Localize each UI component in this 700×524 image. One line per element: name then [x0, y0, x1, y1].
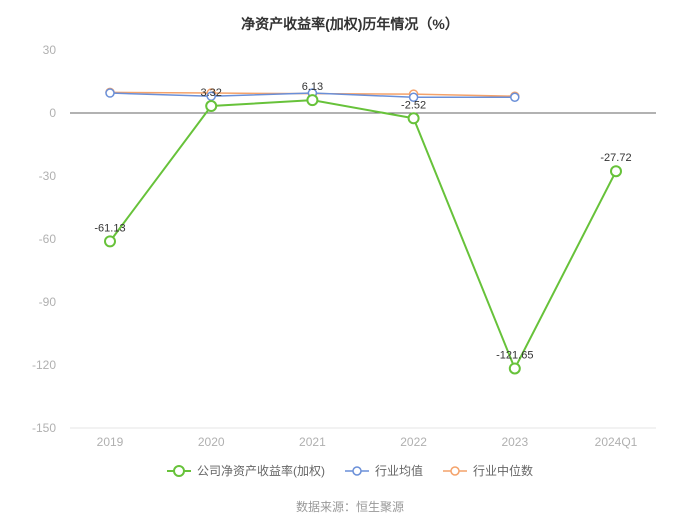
y-tick-label: -30: [39, 169, 57, 183]
value-label: 3.32: [200, 87, 221, 99]
value-label: 6.13: [302, 81, 323, 93]
legend-label: 行业均值: [375, 462, 423, 479]
x-tick-label: 2022: [400, 435, 427, 449]
series-marker-industry_avg: [106, 89, 114, 97]
value-label: -2.52: [401, 99, 426, 111]
legend-label: 行业中位数: [473, 462, 533, 479]
legend-swatch-icon: [443, 465, 467, 477]
legend: 公司净资产收益率(加权) 行业均值 行业中位数: [0, 462, 700, 479]
x-tick-label: 2023: [501, 435, 528, 449]
series-marker-company: [105, 236, 115, 246]
series-marker-company: [307, 95, 317, 105]
legend-swatch-icon: [167, 465, 191, 477]
y-tick-label: 0: [49, 106, 56, 120]
series-marker-company: [611, 166, 621, 176]
data-source: 数据来源：恒生聚源: [0, 498, 700, 515]
series-line-company: [110, 100, 616, 368]
series-marker-industry_avg: [511, 93, 519, 101]
legend-item-median: 行业中位数: [443, 462, 533, 479]
x-tick-label: 2019: [97, 435, 124, 449]
series-marker-company: [206, 101, 216, 111]
x-tick-label: 2020: [198, 435, 225, 449]
series-marker-company: [409, 113, 419, 123]
y-tick-label: -120: [32, 358, 56, 372]
chart-plot-area: -150-120-90-60-3003020192020202120222023…: [70, 50, 656, 428]
value-label: -121.65: [496, 349, 533, 361]
legend-item-industry_avg: 行业均值: [345, 462, 423, 479]
x-tick-label: 2021: [299, 435, 326, 449]
y-tick-label: 30: [43, 43, 57, 57]
value-label: -61.13: [94, 222, 125, 234]
legend-swatch-icon: [345, 465, 369, 477]
series-marker-company: [510, 363, 520, 373]
y-tick-label: -150: [32, 421, 56, 435]
value-label: -27.72: [600, 152, 631, 164]
y-tick-label: -90: [39, 295, 57, 309]
legend-item-company: 公司净资产收益率(加权): [167, 462, 325, 479]
x-tick-label: 2024Q1: [595, 435, 638, 449]
y-tick-label: -60: [39, 232, 57, 246]
legend-label: 公司净资产收益率(加权): [197, 462, 325, 479]
chart-title: 净资产收益率(加权)历年情况（%）: [0, 0, 700, 34]
